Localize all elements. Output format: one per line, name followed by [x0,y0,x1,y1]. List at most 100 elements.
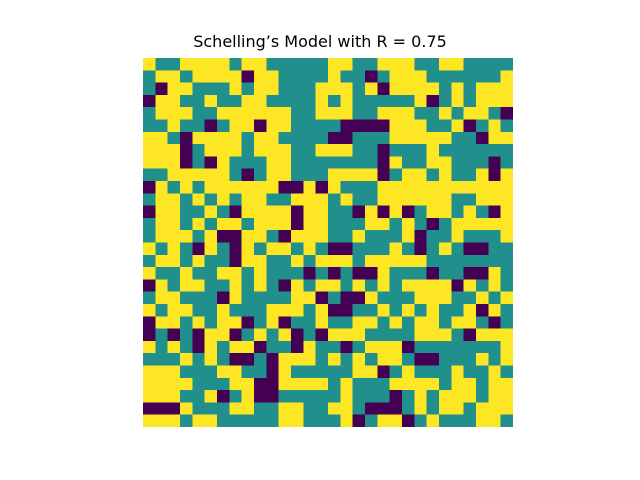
cell-group-a [328,156,341,170]
cell-empty [217,390,230,403]
cell-group-b [143,58,156,71]
cell-group-b [291,279,304,293]
cell-group-b [155,193,169,206]
cell-group-b [167,316,181,329]
cell-group-a [192,402,206,416]
cell-empty [426,217,440,231]
cell-group-a [278,58,292,71]
cell-group-b [414,119,428,133]
cell-group-a [439,254,452,268]
cell-group-b [402,217,415,231]
cell-group-b [439,328,452,342]
cell-group-b [476,217,489,231]
cell-group-a [488,70,502,83]
cell-empty [167,328,181,342]
cell-empty [254,377,267,391]
cell-group-b [365,205,378,219]
cell-group-b [439,168,452,182]
cell-group-b [254,205,267,219]
cell-group-b [241,119,255,133]
cell-group-a [303,94,317,108]
cell-group-a [254,414,267,427]
cell-group-a [315,340,329,354]
cell-group-a [143,217,156,231]
cell-group-a [402,390,415,403]
cell-group-a [389,230,403,243]
cell-empty [340,242,354,256]
cell-group-b [315,107,329,120]
cell-group-b [180,279,193,293]
cell-group-b [217,304,230,317]
cell-group-b [167,168,181,182]
cell-empty [192,340,206,354]
cell-group-a [241,365,255,379]
cell-group-a [229,193,243,206]
cell-group-b [340,144,354,157]
cell-empty [476,242,489,256]
cell-group-b [303,377,317,391]
cell-group-b [389,131,403,145]
cell-group-a [254,365,267,379]
cell-group-b [315,82,329,96]
cell-group-b [315,205,329,219]
cell-group-a [488,353,502,366]
cell-group-a [352,107,366,120]
cell-group-b [167,144,181,157]
cell-group-a [204,193,218,206]
cell-group-b [414,291,428,305]
cell-empty [377,365,391,379]
cell-empty [241,168,255,182]
cell-group-b [229,131,243,145]
cell-group-b [402,365,415,379]
cell-empty [414,353,428,366]
cell-group-a [143,82,156,96]
cell-group-a [439,353,452,366]
cell-group-a [204,365,218,379]
cell-group-b [377,217,391,231]
cell-group-b [476,353,489,366]
cell-group-b [426,316,440,329]
cell-group-a [278,193,292,206]
cell-group-b [143,131,156,145]
cell-group-a [500,242,513,256]
cell-group-a [204,107,218,120]
cell-empty [266,377,280,391]
cell-group-a [254,291,267,305]
cell-group-b [229,119,243,133]
cell-group-a [352,94,366,108]
cell-empty [352,267,366,280]
cell-group-b [278,205,292,219]
cell-group-a [451,267,465,280]
cell-group-b [291,291,304,305]
cell-group-b [167,291,181,305]
cell-group-b [155,316,169,329]
cell-group-b [500,402,513,416]
cell-group-b [488,377,502,391]
cell-group-b [167,205,181,219]
cell-empty [377,156,391,170]
cell-group-b [365,217,378,231]
cell-group-b [328,70,341,83]
cell-group-b [500,131,513,145]
cell-empty [414,242,428,256]
cell-group-b [266,119,280,133]
cell-group-b [402,193,415,206]
cell-group-a [377,291,391,305]
cell-group-b [204,205,218,219]
cell-group-b [143,414,156,427]
cell-empty [352,119,366,133]
cell-empty [389,402,403,416]
cell-group-b [229,82,243,96]
cell-group-a [217,402,230,416]
cell-group-b [254,94,267,108]
cell-group-a [266,94,280,108]
cell-group-a [352,70,366,83]
cell-group-b [241,340,255,354]
cell-group-a [167,181,181,194]
cell-group-a [278,340,292,354]
cell-group-a [488,242,502,256]
cell-group-b [426,304,440,317]
cell-group-b [488,390,502,403]
cell-empty [303,267,317,280]
cell-group-a [463,58,477,71]
